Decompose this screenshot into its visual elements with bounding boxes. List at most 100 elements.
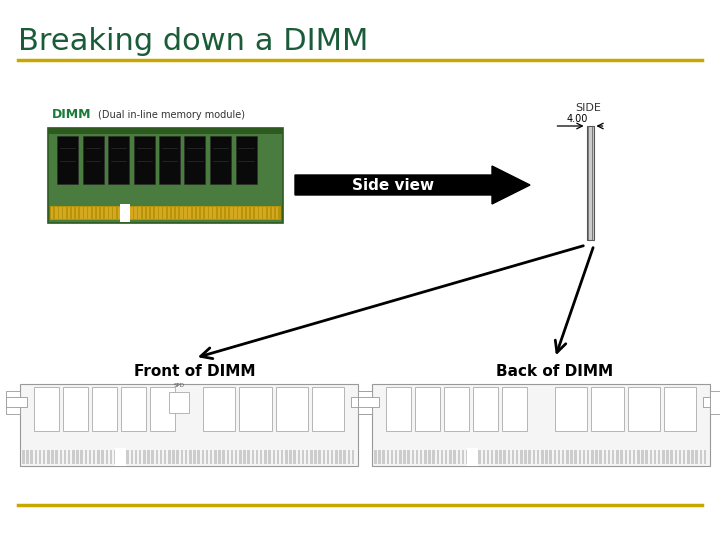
Bar <box>516 450 518 464</box>
Bar <box>420 450 423 464</box>
Bar <box>276 207 279 219</box>
Bar <box>235 136 256 184</box>
Bar <box>176 450 179 464</box>
Bar <box>382 450 385 464</box>
Bar <box>122 450 125 464</box>
Bar <box>89 207 91 219</box>
Bar <box>281 450 284 464</box>
Bar <box>108 136 129 184</box>
Bar <box>591 387 624 430</box>
Bar <box>247 207 249 219</box>
Bar <box>235 450 238 464</box>
Bar <box>80 207 83 219</box>
Bar <box>533 450 535 464</box>
Bar <box>403 450 406 464</box>
Bar <box>575 450 577 464</box>
Bar <box>478 450 481 464</box>
Bar <box>408 450 410 464</box>
Bar <box>130 207 132 219</box>
Text: DIMM: DIMM <box>52 109 91 122</box>
Bar <box>289 450 292 464</box>
Bar <box>26 450 29 464</box>
Bar <box>72 207 74 219</box>
Bar <box>272 450 275 464</box>
Bar <box>524 450 527 464</box>
Bar <box>269 450 271 464</box>
Bar <box>687 450 690 464</box>
Bar <box>93 207 95 219</box>
Bar <box>454 450 456 464</box>
Bar <box>168 450 171 464</box>
Bar <box>34 387 59 430</box>
Bar <box>696 450 698 464</box>
Bar <box>6 390 20 414</box>
Bar <box>600 450 602 464</box>
Bar <box>172 207 174 219</box>
Bar <box>462 450 464 464</box>
Bar <box>378 450 381 464</box>
Bar <box>213 207 216 219</box>
Bar <box>348 450 350 464</box>
Bar <box>312 387 344 430</box>
Bar <box>197 207 199 219</box>
Bar <box>193 450 196 464</box>
Bar <box>323 450 325 464</box>
Bar <box>352 450 354 464</box>
Bar <box>433 450 435 464</box>
Bar <box>385 387 410 430</box>
Bar <box>189 207 191 219</box>
Bar <box>444 387 469 430</box>
Bar <box>121 387 146 430</box>
Bar <box>703 397 710 407</box>
Bar <box>48 128 283 223</box>
Bar <box>499 450 502 464</box>
Bar <box>541 450 544 464</box>
Bar <box>139 450 141 464</box>
Bar <box>156 450 158 464</box>
Bar <box>700 450 702 464</box>
Bar <box>226 207 228 219</box>
Bar <box>57 136 78 184</box>
Bar <box>205 207 207 219</box>
Bar <box>570 450 572 464</box>
Bar <box>587 450 590 464</box>
Bar <box>473 387 498 430</box>
Bar <box>96 207 99 219</box>
Bar <box>192 207 195 219</box>
Bar <box>222 207 224 219</box>
Bar <box>621 450 623 464</box>
Bar <box>222 450 225 464</box>
Bar <box>537 450 539 464</box>
Bar <box>449 450 451 464</box>
Bar <box>466 450 468 464</box>
Bar <box>81 450 83 464</box>
Bar <box>230 450 233 464</box>
Bar <box>76 207 78 219</box>
Bar <box>155 207 158 219</box>
Bar <box>637 450 639 464</box>
Bar <box>467 448 479 467</box>
Bar <box>691 450 694 464</box>
Bar <box>314 450 317 464</box>
Bar <box>629 450 631 464</box>
Bar <box>93 450 96 464</box>
Bar <box>343 450 346 464</box>
Bar <box>176 207 179 219</box>
Bar <box>612 450 614 464</box>
Bar <box>487 450 489 464</box>
Bar <box>616 450 618 464</box>
Bar <box>151 207 153 219</box>
Text: SPD: SPD <box>174 383 184 388</box>
Bar <box>251 207 253 219</box>
Bar <box>55 207 58 219</box>
Text: 4.00: 4.00 <box>567 114 588 124</box>
Bar <box>260 450 263 464</box>
Bar <box>664 387 696 430</box>
Bar <box>424 450 427 464</box>
Bar <box>251 450 254 464</box>
Bar <box>670 450 673 464</box>
Bar <box>238 207 241 219</box>
Bar <box>114 450 117 464</box>
Bar <box>50 206 281 220</box>
Bar <box>239 387 271 430</box>
